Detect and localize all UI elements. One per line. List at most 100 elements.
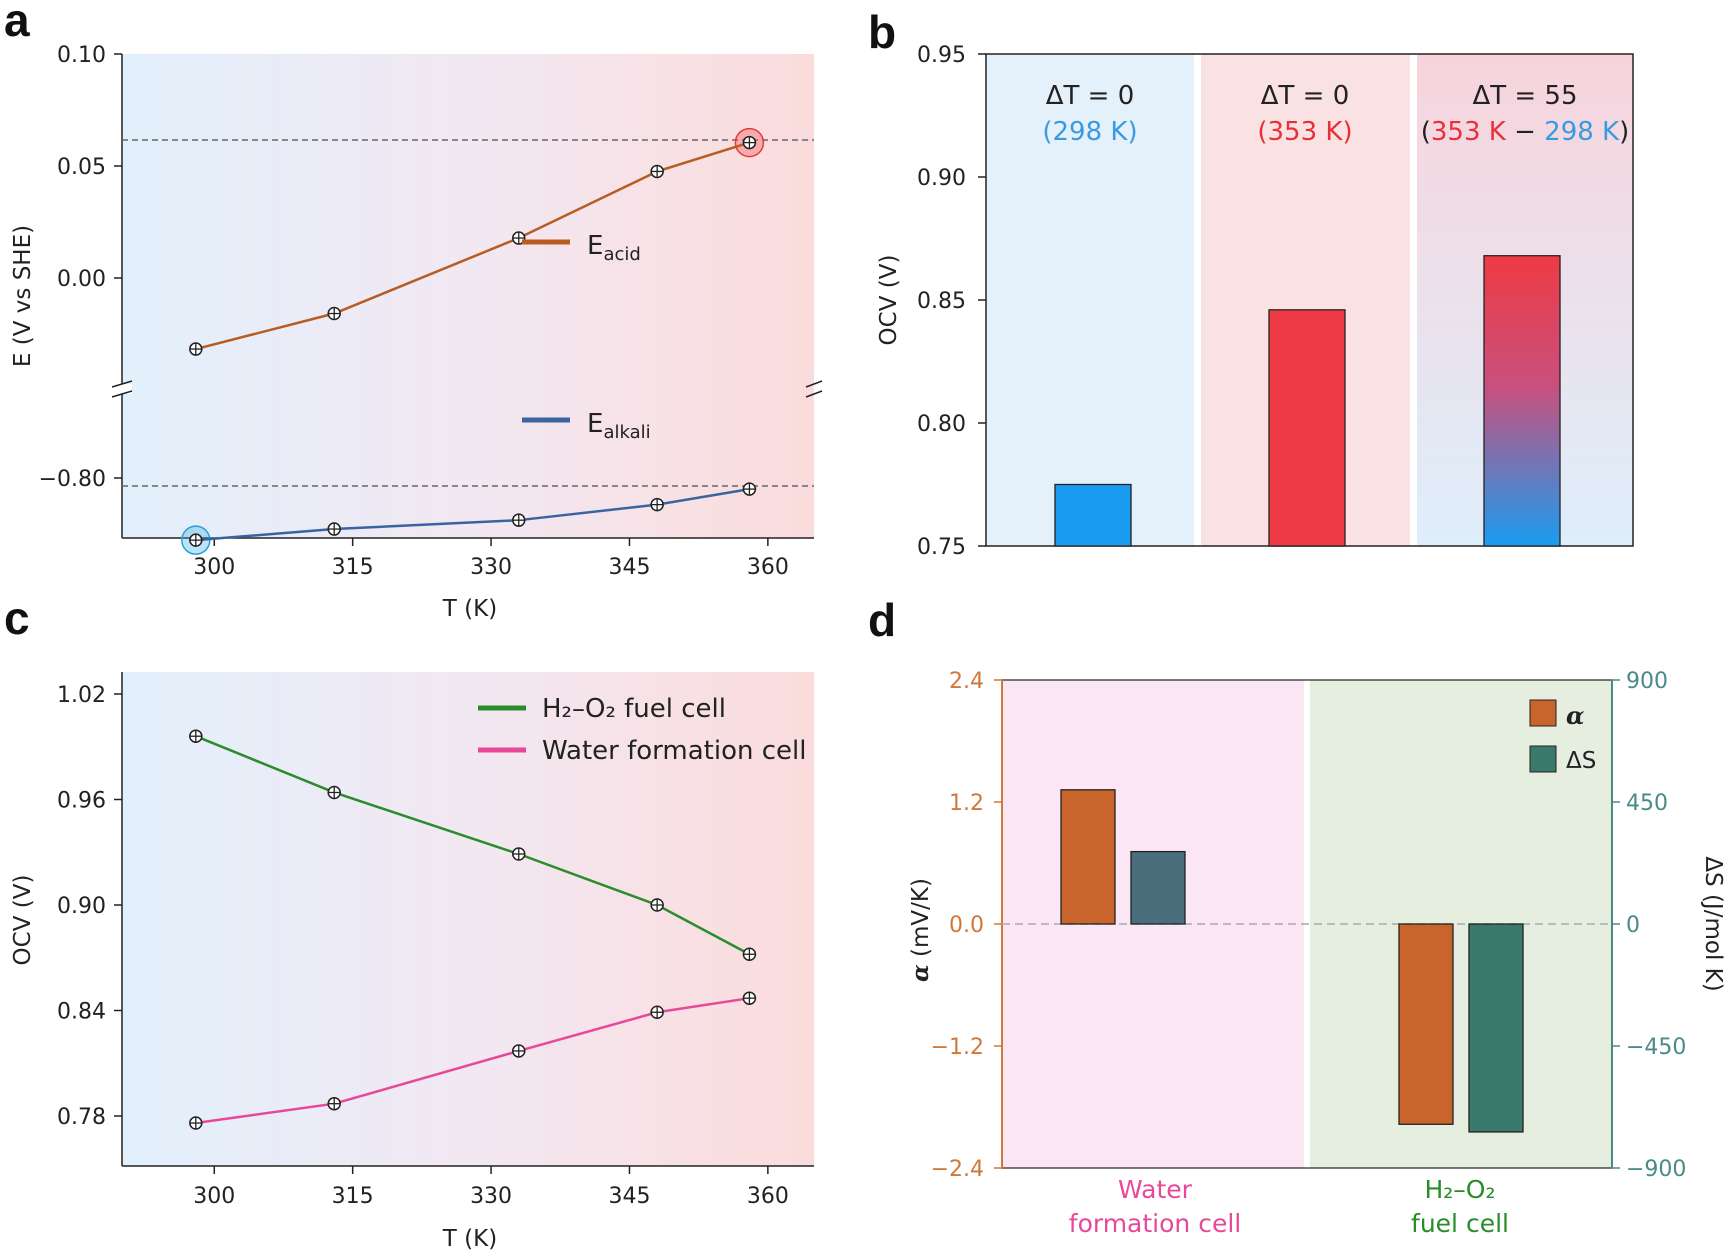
panel-b-ylabel: OCV (V) [876,255,902,346]
panel-d-cat1-line1: Water [1118,1175,1193,1204]
panel-d-ytick-right: 900 [1626,669,1668,694]
data-point [189,729,203,743]
data-point-alkali [650,497,664,512]
data-point [189,1116,203,1130]
legend-ds-label: ΔS [1566,748,1596,774]
data-point-acid [650,164,664,179]
panel-c-ytick-label: 0.96 [57,789,106,814]
panel-d-cat1-line2: formation cell [1069,1209,1241,1238]
ocv-bar [1054,483,1132,547]
panel-c-xtick-label: 330 [470,1184,512,1209]
panel-c-xtick-label: 360 [747,1184,789,1209]
legend-acid: Eacid [522,231,641,265]
panel-d-cat2-line2: fuel cell [1411,1209,1509,1238]
panel-d-cat2-line1: H₂–O₂ [1424,1175,1495,1204]
panel-c-xtick-label: 315 [332,1184,374,1209]
data-point [650,1005,664,1020]
panel-c-ytick-label: 1.02 [57,683,106,708]
panel-b-ytick-label: 0.95 [917,43,966,68]
panel-d-ytick-right: −450 [1626,1035,1686,1060]
legend-alkali: Ealkali [522,409,651,443]
panel-c: c 1.02 0.96 0.90 0.84 0.78 300 315 330 345 360 T… [4,592,814,1252]
ds-bar [1468,923,1524,1133]
data-point-acid [742,135,757,150]
panel-d-ytick-left: −2.4 [931,1157,984,1182]
panel-d-ytick-left: 1.2 [949,791,984,816]
panel-c-legend: H₂–O₂ fuel cell Water formation cell [478,694,806,766]
panel-b-cat1-title: ΔT = 0 [1046,81,1135,111]
panel-d: d 2.4 1.2 0.0 −1.2 −2.4 900 450 0 −450 −900 α (mV… [868,594,1726,1238]
data-point-acid [189,342,203,356]
panel-d-ytick-right: 450 [1626,791,1668,816]
data-point [742,947,757,961]
data-point [511,1044,526,1058]
data-point-acid [327,306,341,321]
panel-d-ytick-right: 0 [1626,913,1640,938]
panel-c-xlabel: T (K) [442,1226,497,1252]
panel-d-ytick-right: −900 [1626,1157,1686,1182]
data-point [327,785,341,800]
panel-d-label: d [868,594,896,646]
panel-b-cat2-title: ΔT = 0 [1261,81,1350,111]
panel-d-ytick-left: 2.4 [949,669,984,694]
panel-a-ytick-label: 0.00 [57,267,106,292]
panel-c-ytick-label: 0.78 [57,1105,106,1130]
panel-d-ytick-left: −1.2 [931,1035,984,1060]
ds-bar [1130,850,1186,925]
panel-a-ytick-label: 0.05 [57,155,106,180]
axis-break-right [805,380,823,398]
panel-d-ylabel-right: ΔS (J/mol K) [1700,856,1726,991]
panel-a-xtick-label: 300 [193,555,235,580]
panel-a-ytick-label: −0.80 [39,467,106,492]
ocv-bar [1483,255,1561,547]
panel-b-ytick-label: 0.75 [917,535,966,560]
legend-alpha-label: α [1566,701,1584,730]
panel-b-ytick-label: 0.80 [917,412,966,437]
panel-c-ytick-label: 0.84 [57,1000,106,1025]
panel-a-xtick-label: 330 [470,555,512,580]
panel-b-ytick-label: 0.90 [917,166,966,191]
legend-water-cell-label: Water formation cell [542,736,806,766]
panel-a-ylabel: E (V vs SHE) [10,225,36,367]
data-point-acid [511,231,526,245]
data-point-alkali [189,533,203,547]
data-point [327,1096,341,1111]
panel-a-ytick-label: 0.10 [57,43,106,68]
data-point-alkali [742,482,757,496]
alpha-bar [1060,789,1116,925]
panel-c-label: c [4,592,30,644]
data-point-alkali [511,513,526,527]
panel-d-legend: α ΔS [1529,699,1596,774]
panel-b-bg-1 [986,54,1194,546]
panel-b-cat1-sub: (298 K) [1042,117,1137,147]
axis-break-left [111,380,133,398]
panel-b-cat2-sub: (353 K) [1257,117,1352,147]
panel-c-ylabel: OCV (V) [10,875,36,966]
panel-b-ytick-label: 0.85 [917,289,966,314]
panel-b-cat3-sub: (353 K − 298 K) [1421,117,1630,147]
panel-a-xtick-label: 345 [608,555,650,580]
legend-alkali-label: Ealkali [587,409,651,443]
panel-d-ytick-left: 0.0 [949,913,984,938]
panel-b-label: b [868,6,896,58]
panel-a: a 0.10 0.05 0.00 −0.80 300 315 330 345 360 T (K… [4,0,823,622]
panel-b-cat3-title: ΔT = 55 [1472,81,1577,111]
panel-c-xtick-label: 345 [608,1184,650,1209]
alpha-bar [1398,923,1454,1125]
legend-fuel-cell-label: H₂–O₂ fuel cell [542,694,726,724]
panel-a-xtick-label: 315 [332,555,374,580]
panel-a-label: a [4,0,30,46]
panel-d-ylabel-left: α (mV/K) [907,878,934,982]
data-point [511,847,526,861]
panel-a-xlabel: T (K) [442,596,497,622]
data-point [742,991,757,1005]
panel-c-xtick-label: 300 [193,1184,235,1209]
ocv-bar [1268,309,1346,547]
panel-c-ytick-label: 0.90 [57,894,106,919]
panel-a-plot-area [122,54,814,538]
data-point [650,898,664,912]
data-point-alkali [327,522,341,536]
panel-a-xtick-label: 360 [747,555,789,580]
legend-acid-label: Eacid [587,231,641,265]
